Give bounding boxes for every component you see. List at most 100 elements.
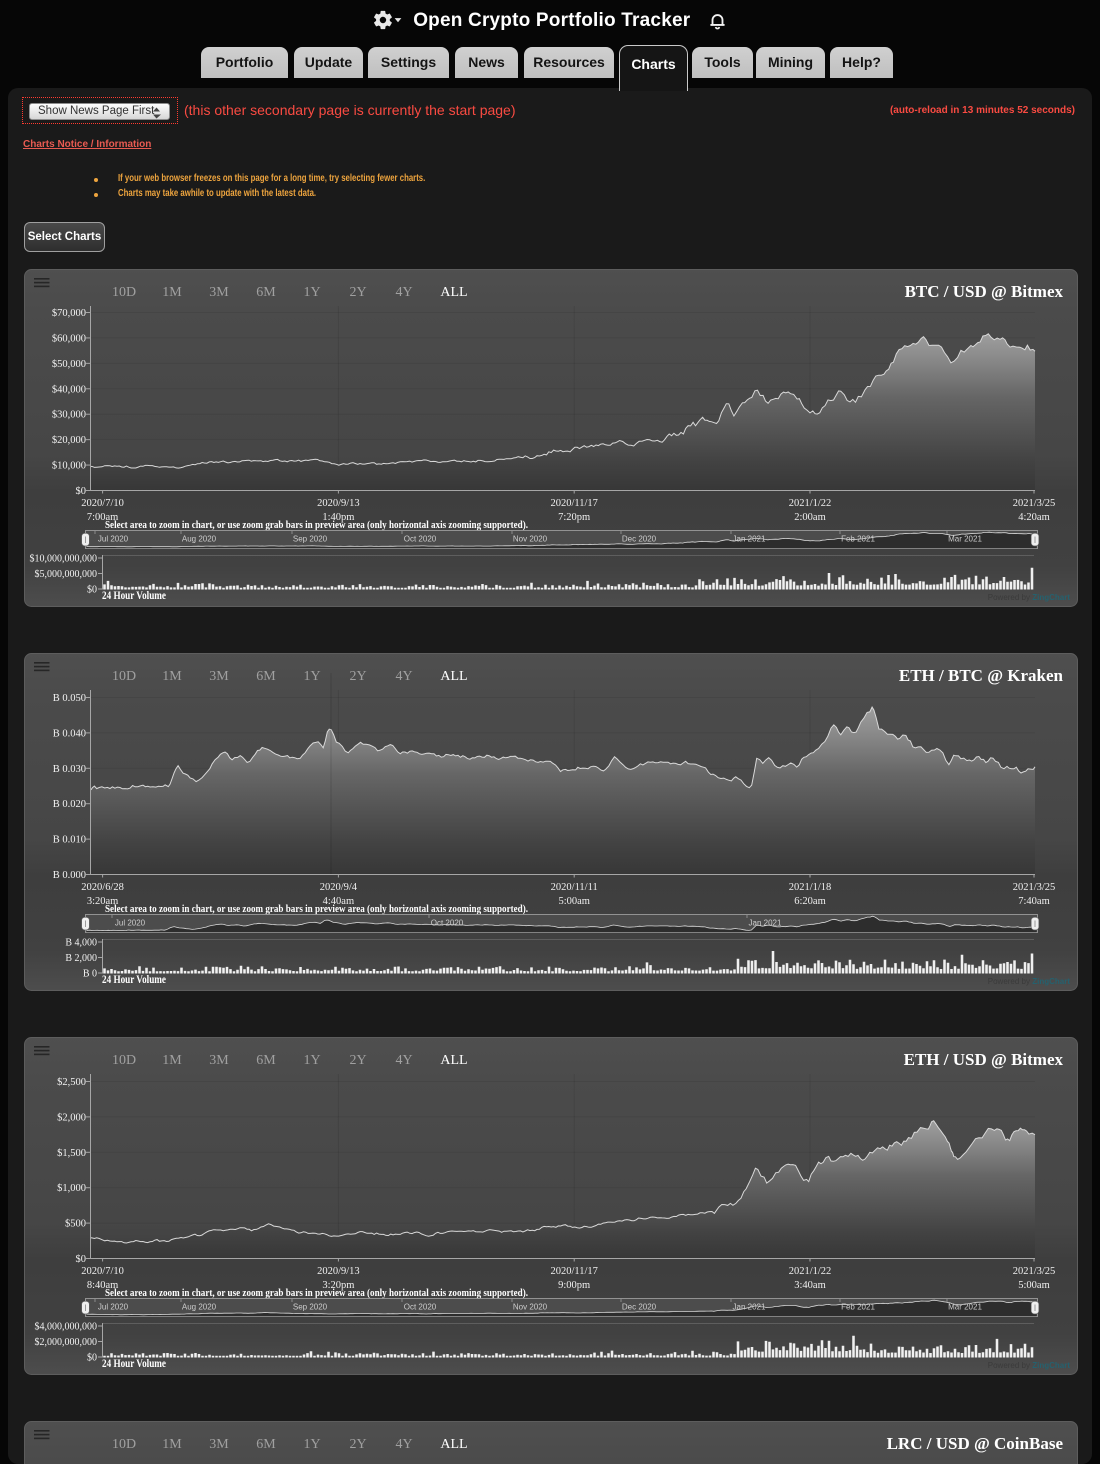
svg-text:Jul 2020: Jul 2020 [98,1302,129,1311]
svg-text:1Y: 1Y [303,285,320,300]
svg-text:$4,000,000,000: $4,000,000,000 [35,1322,98,1333]
svg-text:3M: 3M [209,1053,229,1068]
svg-text:Jul 2020: Jul 2020 [98,534,129,543]
svg-text:2020/7/10: 2020/7/10 [81,1266,124,1277]
svg-text:Mar 2021: Mar 2021 [948,534,982,543]
svg-text:$40,000: $40,000 [52,384,86,395]
svg-text:4:40am: 4:40am [323,896,355,907]
svg-text:$30,000: $30,000 [52,410,86,421]
svg-text:2020/11/17: 2020/11/17 [550,498,597,509]
svg-text:24 Hour Volume: 24 Hour Volume [102,972,167,986]
svg-text:Jan 2021: Jan 2021 [733,534,766,543]
svg-text:24 Hour Volume: 24 Hour Volume [102,1356,167,1370]
svg-text:3:40am: 3:40am [794,1280,826,1291]
svg-text:2021/1/22: 2021/1/22 [789,498,832,509]
svg-text:2020/9/4: 2020/9/4 [320,882,358,893]
svg-text:$2,000: $2,000 [57,1112,86,1123]
svg-text:Aug 2020: Aug 2020 [182,534,217,543]
svg-text:$20,000: $20,000 [52,435,86,446]
svg-text:6M: 6M [256,285,276,300]
svg-text:B 0.030: B 0.030 [53,764,86,775]
svg-text:$0: $0 [87,1353,97,1364]
svg-text:8:40am: 8:40am [87,1280,119,1291]
svg-text:1Y: 1Y [303,669,320,684]
svg-text:10D: 10D [112,285,136,300]
svg-text:Dec 2020: Dec 2020 [622,534,657,543]
svg-text:1:40pm: 1:40pm [322,512,354,523]
svg-text:Powered by ZingChart: Powered by ZingChart [988,593,1071,602]
svg-text:$0: $0 [76,1254,87,1265]
svg-text:Jan 2021: Jan 2021 [733,1302,766,1311]
svg-text:6M: 6M [256,1053,276,1068]
svg-text:Select area to zoom in chart,: Select area to zoom in chart, or use zoo… [105,520,528,531]
svg-text:2020/9/13: 2020/9/13 [317,498,360,509]
svg-text:$500: $500 [65,1219,86,1230]
svg-text:2020/9/13: 2020/9/13 [317,1266,360,1277]
svg-text:2021/3/25: 2021/3/25 [1013,882,1056,893]
svg-text:$1,000: $1,000 [57,1183,86,1194]
svg-text:Oct 2020: Oct 2020 [404,1302,437,1311]
svg-text:9:00pm: 9:00pm [558,1280,590,1291]
svg-text:Aug 2020: Aug 2020 [182,1302,217,1311]
svg-text:Oct 2020: Oct 2020 [404,534,437,543]
svg-text:Oct 2020: Oct 2020 [431,918,464,927]
svg-text:LRC / USD @ CoinBase: LRC / USD @ CoinBase [887,1434,1064,1453]
svg-text:Feb 2021: Feb 2021 [841,534,875,543]
svg-text:1Y: 1Y [303,1437,320,1452]
svg-text:B 0.010: B 0.010 [53,835,86,846]
svg-text:2020/11/11: 2020/11/11 [551,882,598,893]
svg-text:$10,000: $10,000 [52,461,86,472]
svg-text:6M: 6M [256,669,276,684]
svg-text:B 0.040: B 0.040 [53,728,86,739]
svg-text:$2,500: $2,500 [57,1077,86,1088]
svg-text:24 Hour Volume: 24 Hour Volume [102,588,167,602]
svg-text:B 0.020: B 0.020 [53,799,86,810]
svg-text:$0: $0 [87,585,97,596]
svg-text:4Y: 4Y [395,1437,412,1452]
svg-text:B 2,000: B 2,000 [65,953,97,964]
svg-text:Feb 2021: Feb 2021 [841,1302,875,1311]
svg-text:1M: 1M [162,669,182,684]
svg-text:ALL: ALL [440,1437,467,1452]
svg-text:10D: 10D [112,1437,136,1452]
svg-text:Select area to zoom in chart,: Select area to zoom in chart, or use zoo… [105,904,528,915]
svg-text:B 4,000: B 4,000 [65,938,97,949]
svg-text:4Y: 4Y [395,669,412,684]
svg-text:Jan 2021: Jan 2021 [749,918,782,927]
svg-text:$70,000: $70,000 [52,308,86,319]
svg-text:4:20am: 4:20am [1018,512,1050,523]
svg-text:B 0.000: B 0.000 [53,870,86,881]
svg-text:2Y: 2Y [349,285,366,300]
svg-text:Select area to zoom in chart,: Select area to zoom in chart, or use zoo… [105,1288,528,1299]
svg-text:$0: $0 [76,486,87,497]
svg-text:10D: 10D [112,669,136,684]
svg-text:2Y: 2Y [349,1437,366,1452]
svg-text:2021/3/25: 2021/3/25 [1013,1266,1056,1277]
svg-text:Nov 2020: Nov 2020 [513,1302,548,1311]
svg-text:2020/6/28: 2020/6/28 [81,882,124,893]
svg-text:5:00am: 5:00am [1018,1280,1050,1291]
svg-text:Powered by ZingChart: Powered by ZingChart [988,977,1071,986]
svg-text:5:00am: 5:00am [558,896,590,907]
svg-text:3M: 3M [209,285,229,300]
svg-text:ALL: ALL [440,285,467,300]
svg-text:1M: 1M [162,1437,182,1452]
svg-text:2021/1/22: 2021/1/22 [789,1266,832,1277]
svg-text:Powered by ZingChart: Powered by ZingChart [988,1361,1071,1370]
svg-text:1M: 1M [162,285,182,300]
svg-text:B 0: B 0 [83,969,97,980]
svg-text:2Y: 2Y [349,669,366,684]
svg-text:2021/1/18: 2021/1/18 [789,882,832,893]
svg-text:$5,000,000,000: $5,000,000,000 [35,569,98,580]
svg-text:4Y: 4Y [395,285,412,300]
svg-text:Sep 2020: Sep 2020 [293,1302,328,1311]
svg-text:$60,000: $60,000 [52,333,86,344]
svg-text:BTC / USD @ Bitmex: BTC / USD @ Bitmex [905,282,1064,301]
svg-text:$10,000,000,000: $10,000,000,000 [30,554,98,565]
svg-text:2:00am: 2:00am [794,512,826,523]
svg-text:7:20pm: 7:20pm [558,512,590,523]
svg-text:B 0.050: B 0.050 [53,693,86,704]
svg-text:2020/11/17: 2020/11/17 [550,1266,597,1277]
svg-text:ETH / BTC @ Kraken: ETH / BTC @ Kraken [899,666,1064,685]
svg-text:3:20pm: 3:20pm [322,1280,354,1291]
